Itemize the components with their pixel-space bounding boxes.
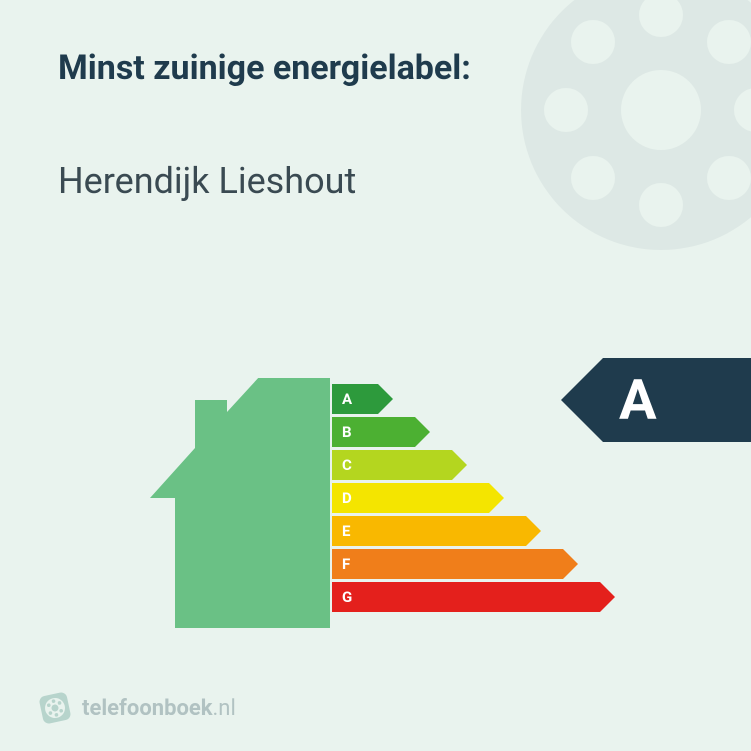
- bar-body: A: [332, 384, 378, 414]
- watermark-phone-disc: [511, 0, 751, 264]
- energy-bar-f: F: [332, 549, 600, 579]
- bar-label: B: [342, 423, 352, 441]
- bar-label: F: [342, 555, 350, 573]
- bar-tip: [526, 516, 541, 546]
- bar-tip: [378, 384, 393, 414]
- result-arrow: [561, 358, 603, 442]
- bar-tip: [563, 549, 578, 579]
- page-title: Minst zuinige energielabel:: [58, 48, 471, 88]
- bar-tip: [600, 582, 615, 612]
- bar-label: E: [342, 522, 350, 540]
- bar-label: G: [342, 588, 352, 606]
- footer-phone-icon: [37, 690, 73, 726]
- bar-body: B: [332, 417, 415, 447]
- result-letter: A: [619, 367, 657, 433]
- bar-body: E: [332, 516, 526, 546]
- bar-body: D: [332, 483, 489, 513]
- energy-bar-a: A: [332, 384, 600, 414]
- result-body: A: [603, 358, 751, 442]
- energy-bars: ABCDEFG: [332, 384, 600, 615]
- bar-body: F: [332, 549, 563, 579]
- bar-tip: [452, 450, 467, 480]
- house-icon: [150, 378, 330, 618]
- bar-body: G: [332, 582, 600, 612]
- energy-bar-g: G: [332, 582, 600, 612]
- bar-tip: [415, 417, 430, 447]
- bar-tip: [489, 483, 504, 513]
- footer-brand-light: .nl: [213, 696, 236, 721]
- location-name: Herendijk Lieshout: [58, 160, 356, 202]
- bar-label: A: [342, 390, 352, 408]
- footer-branding: telefoonboek.nl: [40, 693, 236, 723]
- energy-bar-e: E: [332, 516, 600, 546]
- energy-bar-b: B: [332, 417, 600, 447]
- result-badge: A: [561, 358, 751, 442]
- bar-label: D: [342, 489, 352, 507]
- bar-body: C: [332, 450, 452, 480]
- footer-text: telefoonboek.nl: [82, 696, 236, 721]
- energy-bar-c: C: [332, 450, 600, 480]
- bar-label: C: [342, 456, 352, 474]
- footer-brand-bold: telefoonboek: [82, 696, 213, 721]
- energy-bar-d: D: [332, 483, 600, 513]
